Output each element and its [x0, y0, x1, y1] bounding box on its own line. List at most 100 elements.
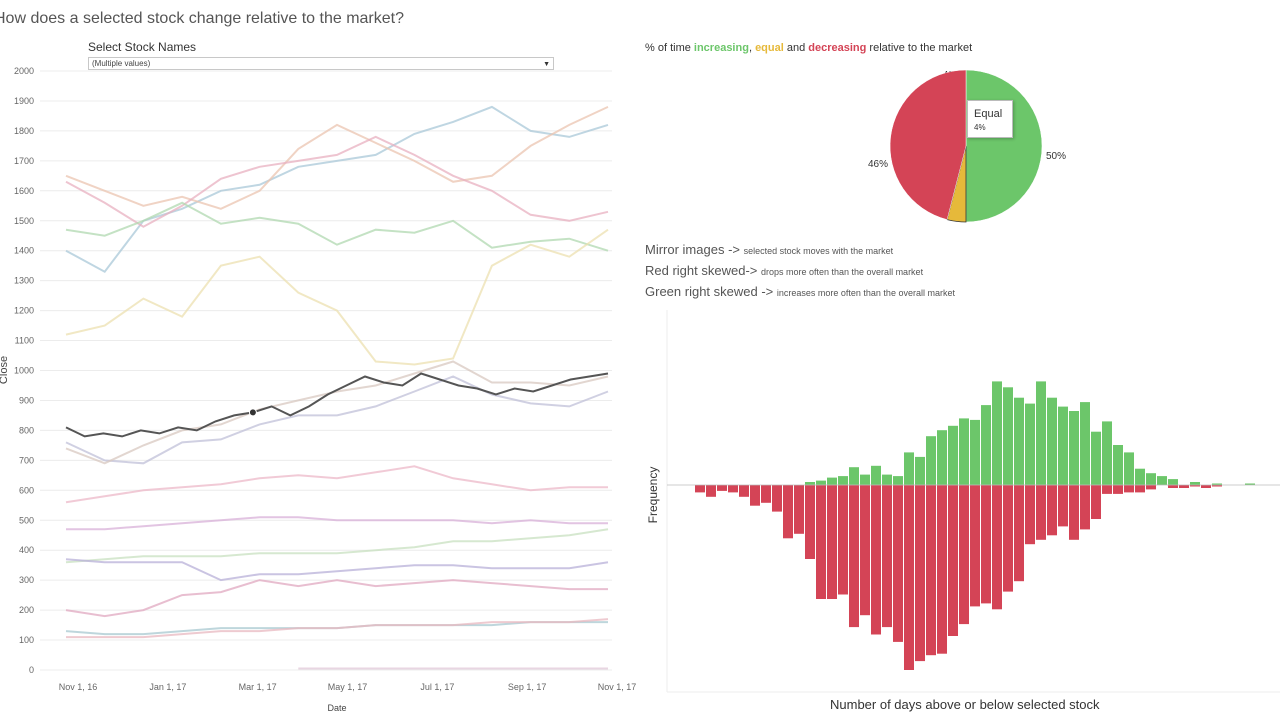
hist-bar-negative	[959, 485, 969, 625]
hist-bar-positive	[882, 474, 892, 485]
series-line-5	[65, 228, 609, 366]
hist-bar-negative	[750, 485, 760, 506]
pie-chart: 50% 4% 46%	[868, 69, 1066, 223]
y-tick-label: 100	[19, 635, 34, 645]
x-tick-label: Jan 1, 17	[149, 682, 186, 692]
hist-bar-positive	[1036, 381, 1046, 485]
hist-bar-negative	[893, 485, 903, 642]
y-tick-label: 1400	[14, 246, 34, 256]
page-title: How does a selected stock change relativ…	[0, 10, 404, 27]
hist-bar-negative	[827, 485, 837, 599]
hist-bar-positive	[1025, 403, 1035, 485]
hist-bar-negative	[937, 485, 947, 654]
hist-bar-positive	[1135, 468, 1145, 485]
pie-label-decreasing: 46%	[868, 159, 888, 170]
hist-bar-negative	[1135, 485, 1145, 493]
hist-bar-negative	[1014, 485, 1024, 582]
histogram-y-label: Frequency	[646, 467, 660, 524]
hist-bar-positive	[860, 474, 870, 485]
filter-label: Select Stock Names	[88, 40, 197, 54]
pie-title-equal: equal	[755, 42, 784, 54]
hist-bar-negative	[1179, 485, 1189, 488]
y-tick-label: 700	[19, 455, 34, 465]
y-tick-label: 1600	[14, 186, 34, 196]
x-tick-label: Jul 1, 17	[420, 682, 454, 692]
note-3: Green right skewed -> increases more oft…	[645, 282, 955, 303]
hist-bar-positive	[1113, 445, 1123, 485]
tooltip-value: 4%	[974, 123, 986, 132]
hist-bar-negative	[1201, 485, 1211, 488]
hist-bar-negative	[739, 485, 749, 497]
hist-bar-negative	[728, 485, 738, 493]
selected-series-line	[65, 372, 609, 438]
hist-bar-positive	[1003, 387, 1013, 485]
hist-bar-negative	[794, 485, 804, 534]
hist-bar-negative	[695, 485, 705, 493]
y-tick-label: 1100	[15, 336, 34, 346]
hist-bar-positive	[1014, 397, 1024, 485]
notes: Mirror images -> selected stock moves wi…	[645, 240, 955, 303]
hist-bar-positive	[1102, 421, 1112, 485]
hist-bar-negative	[882, 485, 892, 628]
y-tick-label: 1900	[14, 96, 34, 106]
hist-bar-negative	[1091, 485, 1101, 519]
hist-bar-negative	[871, 485, 881, 635]
hist-bar-positive	[1245, 483, 1255, 485]
hist-bar-negative	[1190, 485, 1200, 487]
y-tick-label: 1200	[14, 306, 34, 316]
hist-bar-negative	[1025, 485, 1035, 545]
x-tick-label: Nov 1, 17	[598, 682, 637, 692]
y-tick-label: 1300	[14, 276, 34, 286]
hist-bar-positive	[827, 477, 837, 485]
hist-bar-positive	[1168, 479, 1178, 485]
hist-bar-positive	[849, 467, 859, 485]
pie-title-sep2: and	[783, 42, 809, 54]
note-1-detail: selected stock moves with the market	[743, 246, 894, 256]
hist-bar-negative	[1124, 485, 1134, 493]
hist-bar-positive	[915, 456, 925, 485]
hist-bar-negative	[1146, 485, 1156, 490]
hist-bar-positive	[805, 482, 815, 485]
hist-bar-positive	[1091, 431, 1101, 485]
stock-names-select[interactable]: (Multiple values) ▼	[88, 57, 554, 70]
pie-title: % of time increasing, equal and decreasi…	[645, 42, 972, 54]
y-tick-label: 1700	[14, 156, 34, 166]
y-tick-label: 400	[19, 545, 34, 555]
hist-bar-positive	[948, 425, 958, 485]
histogram-chart: Frequency	[646, 310, 1280, 693]
note-2-detail: drops more often than the overall market	[760, 267, 924, 277]
hist-bar-positive	[1124, 452, 1134, 485]
hist-bar-negative	[761, 485, 771, 503]
filter-value: (Multiple values)	[92, 59, 151, 68]
x-tick-label: Nov 1, 16	[59, 682, 98, 692]
y-tick-label: 500	[19, 515, 34, 525]
hist-bar-positive	[981, 405, 991, 485]
hist-bar-negative	[1036, 485, 1046, 540]
x-tick-label: May 1, 17	[328, 682, 368, 692]
tooltip-label: Equal	[974, 108, 1003, 120]
hist-bar-negative	[1058, 485, 1068, 527]
hist-bar-positive	[970, 419, 980, 485]
x-axis-label: Date	[327, 703, 346, 713]
hist-bar-negative	[1113, 485, 1123, 494]
hist-bar-negative	[772, 485, 782, 512]
x-tick-label: Mar 1, 17	[239, 682, 277, 692]
hist-bar-negative	[1080, 485, 1090, 530]
hist-bar-negative	[948, 485, 958, 636]
note-3-detail: increases more often than the overall ma…	[776, 288, 955, 298]
chevron-down-icon[interactable]: ▼	[543, 61, 550, 68]
hist-bar-negative	[717, 485, 727, 491]
series-line-2	[65, 105, 609, 210]
series-line-3	[65, 135, 609, 228]
series-line-14	[66, 618, 609, 639]
y-tick-label: 2000	[14, 66, 34, 76]
hist-bar-positive	[1157, 476, 1167, 485]
x-tick-label: Sep 1, 17	[508, 682, 547, 692]
y-tick-label: 0	[29, 665, 34, 675]
hist-bar-negative	[1102, 485, 1112, 494]
hist-bar-negative	[1212, 485, 1222, 487]
note-3-main: Green right skewed ->	[645, 284, 777, 299]
hist-bar-positive	[904, 452, 914, 485]
hist-bar-positive	[1080, 402, 1090, 485]
y-tick-label: 1000	[14, 366, 34, 376]
